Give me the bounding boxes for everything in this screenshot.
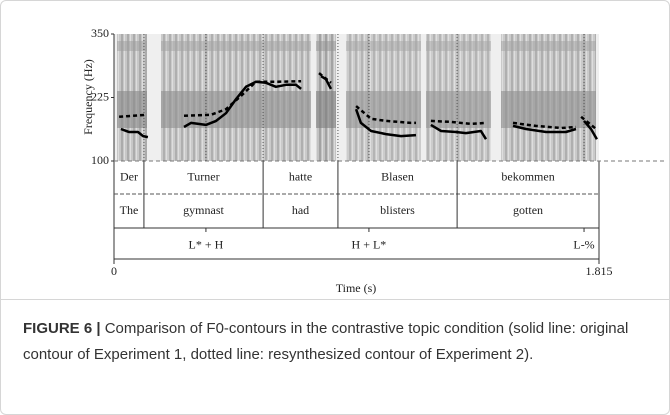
caption-text: Comparison of F0-contours in the contras… <box>23 320 629 363</box>
caption: FIGURE 6 | Comparison of F0-contours in … <box>1 299 669 414</box>
spectrogram <box>114 34 599 161</box>
tone-label: L* + H <box>189 237 224 251</box>
x-axis-label: Time (s) <box>336 281 377 295</box>
y-tick-label: 350 <box>91 26 109 40</box>
tier-label: Turner <box>187 169 219 183</box>
y-tick-label: 225 <box>91 89 109 103</box>
caption-label: FIGURE 6 | <box>23 320 101 337</box>
f0-contour <box>119 72 597 130</box>
tier-label: gotten <box>513 203 543 217</box>
tone-label: H + L* <box>352 237 387 251</box>
tier-label: blisters <box>380 203 415 217</box>
tier-label: The <box>120 203 139 217</box>
chart: Frequency (Hz) Time (s) 100 225 350 0 1.815 D… <box>81 26 666 295</box>
x-tick-label: 1.815 <box>586 264 613 278</box>
tier-label: hatte <box>289 169 312 183</box>
tone-label: L-% <box>573 237 594 251</box>
y-tick-label: 100 <box>91 153 109 167</box>
x-tick-label: 0 <box>111 264 117 278</box>
tier-label: Blasen <box>381 169 414 183</box>
tier-label: bekommen <box>501 169 554 183</box>
tier-label: had <box>292 203 309 217</box>
y-axis-label: Frequency (Hz) <box>81 59 95 135</box>
tier-label: gymnast <box>183 203 224 217</box>
tier-label: Der <box>120 169 138 183</box>
